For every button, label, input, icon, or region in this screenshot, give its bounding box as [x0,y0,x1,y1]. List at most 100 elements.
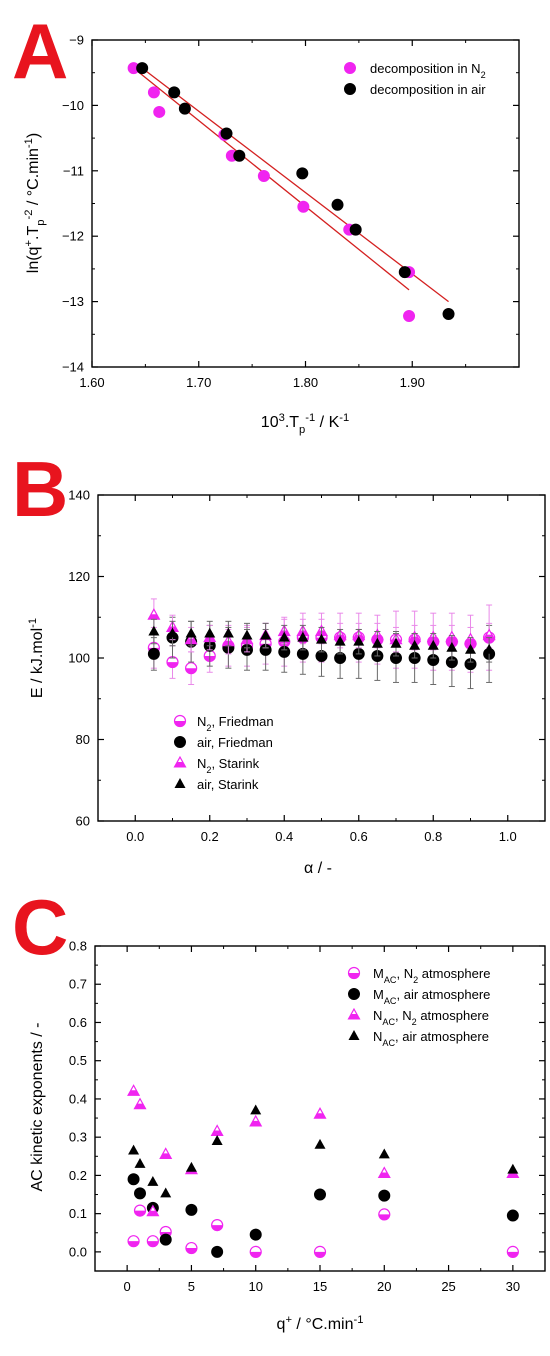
data-point [314,1188,326,1201]
panel-label-b: B [12,445,69,533]
data-point [446,641,458,652]
data-point [222,627,234,638]
y-axis-label: E / kJ.mol-1 [27,618,46,698]
legend-label-b-2: N2, Starink [197,756,260,775]
x-tick-label: 0 [124,1279,131,1294]
legend-marker-b-0 [173,714,187,728]
legend-marker-c-3 [348,1030,360,1040]
data-point [506,1209,519,1222]
x-tick-label: 15 [313,1279,327,1294]
data-point [211,1135,223,1145]
chart-b: 0.0 0.2 0.4 0.6 0.8 1.0 60 80 100 120 140 N2, Fried… [27,488,546,877]
data-point [482,628,496,641]
y-tick-label: 0.8 [69,939,87,954]
series-air [136,62,455,321]
data-point [159,1233,172,1246]
x-tick-label: 25 [441,1279,455,1294]
data-point [507,1163,519,1174]
data-point [147,86,160,99]
data-point [241,629,253,640]
data-point [316,633,327,644]
legend-label-air: decomposition in air [370,82,486,97]
legend-marker-n2 [344,62,356,74]
y-tick-label: −11 [63,163,84,178]
x-tick-label: 1.0 [499,829,517,844]
series-c-1 [127,1173,519,1258]
data-point [297,200,310,213]
x-tick-label: 0.0 [126,829,144,844]
legend-marker-b-2 [173,755,187,768]
data-point [185,1161,197,1172]
data-point [249,1245,262,1258]
x-axis-label: q+ / °C.min-1 [277,1314,364,1333]
data-point [185,1203,198,1216]
data-point [128,1144,140,1155]
legend-label-c-1: MAC, air atmosphere [373,987,490,1006]
data-point [147,608,161,620]
panel-b: B 0.0 0.2 0.4 0.6 0.8 1.0 60 80 100 120 140 N2, Fri… [0,438,550,893]
panel-label-c: C [12,883,69,971]
data-point [314,1138,326,1149]
data-point [148,625,160,636]
legend-label-b-1: air, Friedman [197,735,273,750]
x-tick-label: 1.90 [400,375,425,390]
data-point [127,1235,140,1248]
legend-label-c-0: MAC, N2 atmosphere [373,966,490,985]
x-tick-label: 20 [377,1279,391,1294]
y-tick-label: 0.2 [69,1168,87,1183]
fit-line-n2 [133,67,410,291]
y-tick-label: −10 [62,98,84,113]
data-point [378,1189,391,1202]
y-tick-label: −12 [62,229,84,244]
series-c-3 [128,1104,519,1198]
legend-label-b-3: air, Starink [197,777,259,792]
y-tick-label: 60 [76,814,90,829]
legend-label-c-3: NAC, air atmosphere [373,1029,489,1048]
y-tick-label: 80 [76,732,90,747]
data-point [133,1097,147,1110]
data-point [134,1187,146,1200]
data-point [296,167,309,180]
data-point [211,1219,224,1232]
data-point [133,1204,147,1217]
y-tick-label: 0.1 [69,1206,87,1221]
panel-label-a: A [12,7,69,95]
data-point [178,102,191,115]
data-point [371,637,383,648]
x-axis-label: α / - [304,860,332,877]
legend-label-b-0: N2, Friedman [197,714,274,733]
data-point [167,627,178,638]
data-point [390,637,402,648]
legend-marker-b-3 [174,778,186,788]
data-point [250,1104,262,1115]
x-tick-label: 0.8 [424,829,442,844]
series-c-0 [127,1204,519,1258]
data-point [483,643,495,654]
y-tick-label: 100 [68,651,90,666]
x-tick-label: 0.4 [275,829,293,844]
y-tick-label: 120 [68,569,90,584]
legend-marker-air [344,83,356,95]
data-point [146,1235,159,1248]
data-point [153,105,166,118]
data-point [331,198,344,211]
chart-c: 0 5 10 15 20 25 30 0.0 0.1 0.2 0.3 0.4 0.5 0.6 0.7 0.8 M… [29,939,546,1333]
data-point [442,308,455,321]
y-tick-label: 140 [68,488,90,503]
data-point [249,1228,262,1241]
data-point [210,1124,224,1137]
x-axis-label: 103.Tp-1 / K-1 [261,412,349,436]
data-point [134,1158,146,1168]
data-point [147,1175,159,1186]
data-point [297,631,309,642]
data-point [185,662,198,675]
y-tick-label: 0.0 [69,1244,87,1259]
data-point [233,149,246,162]
legend-marker-c-2 [347,1007,361,1020]
data-point [204,627,216,638]
x-tick-label: 1.60 [79,375,104,390]
y-axis-label: AC kinetic exponents / - [29,1023,46,1192]
series-n2 [127,62,416,322]
data-point [136,62,149,75]
data-point [257,170,270,183]
